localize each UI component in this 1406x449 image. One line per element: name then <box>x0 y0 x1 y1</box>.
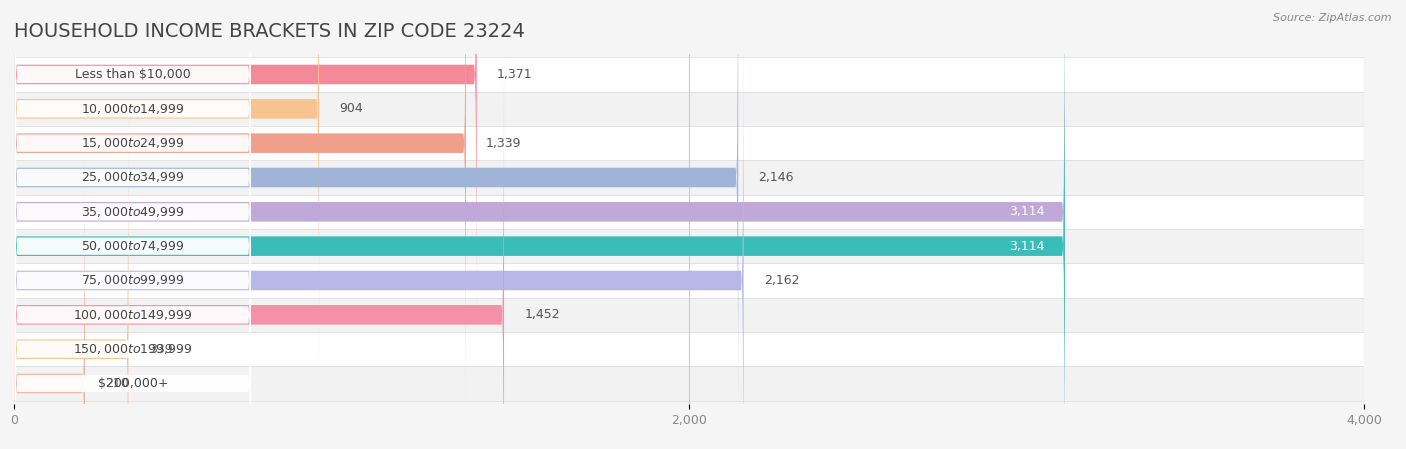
FancyBboxPatch shape <box>14 0 465 408</box>
Text: $50,000 to $74,999: $50,000 to $74,999 <box>82 239 184 253</box>
FancyBboxPatch shape <box>14 0 1064 449</box>
FancyBboxPatch shape <box>14 50 503 449</box>
FancyBboxPatch shape <box>14 0 477 339</box>
Text: 3,114: 3,114 <box>1010 205 1045 218</box>
Text: 210: 210 <box>105 377 129 390</box>
FancyBboxPatch shape <box>14 92 1364 126</box>
Text: 2,146: 2,146 <box>758 171 794 184</box>
Text: 2,162: 2,162 <box>763 274 800 287</box>
Text: 1,371: 1,371 <box>496 68 533 81</box>
Text: 339: 339 <box>149 343 173 356</box>
FancyBboxPatch shape <box>14 14 250 449</box>
FancyBboxPatch shape <box>14 84 128 449</box>
Text: 904: 904 <box>339 102 363 115</box>
FancyBboxPatch shape <box>14 119 84 449</box>
FancyBboxPatch shape <box>14 16 744 449</box>
Text: $25,000 to $34,999: $25,000 to $34,999 <box>82 171 184 185</box>
FancyBboxPatch shape <box>14 0 1064 449</box>
Text: $100,000 to $149,999: $100,000 to $149,999 <box>73 308 193 322</box>
FancyBboxPatch shape <box>14 332 1364 366</box>
FancyBboxPatch shape <box>14 298 1364 332</box>
FancyBboxPatch shape <box>14 229 1364 263</box>
FancyBboxPatch shape <box>14 0 738 442</box>
FancyBboxPatch shape <box>14 49 250 449</box>
FancyBboxPatch shape <box>14 0 250 444</box>
Text: 1,452: 1,452 <box>524 308 560 321</box>
FancyBboxPatch shape <box>14 0 319 374</box>
FancyBboxPatch shape <box>14 0 250 340</box>
Text: Source: ZipAtlas.com: Source: ZipAtlas.com <box>1274 13 1392 23</box>
FancyBboxPatch shape <box>14 0 250 449</box>
FancyBboxPatch shape <box>14 160 1364 195</box>
FancyBboxPatch shape <box>14 263 1364 298</box>
Text: HOUSEHOLD INCOME BRACKETS IN ZIP CODE 23224: HOUSEHOLD INCOME BRACKETS IN ZIP CODE 23… <box>14 22 524 41</box>
Text: $150,000 to $199,999: $150,000 to $199,999 <box>73 342 193 356</box>
FancyBboxPatch shape <box>14 0 250 375</box>
FancyBboxPatch shape <box>14 126 1364 160</box>
Text: $75,000 to $99,999: $75,000 to $99,999 <box>82 273 184 287</box>
Text: $200,000+: $200,000+ <box>97 377 169 390</box>
FancyBboxPatch shape <box>14 118 250 449</box>
Text: $15,000 to $24,999: $15,000 to $24,999 <box>82 136 184 150</box>
FancyBboxPatch shape <box>14 195 1364 229</box>
FancyBboxPatch shape <box>14 366 1364 401</box>
Text: Less than $10,000: Less than $10,000 <box>75 68 191 81</box>
Text: $10,000 to $14,999: $10,000 to $14,999 <box>82 102 184 116</box>
Text: 1,339: 1,339 <box>486 136 522 150</box>
Text: 3,114: 3,114 <box>1010 240 1045 253</box>
FancyBboxPatch shape <box>14 0 250 409</box>
FancyBboxPatch shape <box>14 0 250 449</box>
FancyBboxPatch shape <box>14 57 1364 92</box>
Text: $35,000 to $49,999: $35,000 to $49,999 <box>82 205 184 219</box>
FancyBboxPatch shape <box>14 83 250 449</box>
